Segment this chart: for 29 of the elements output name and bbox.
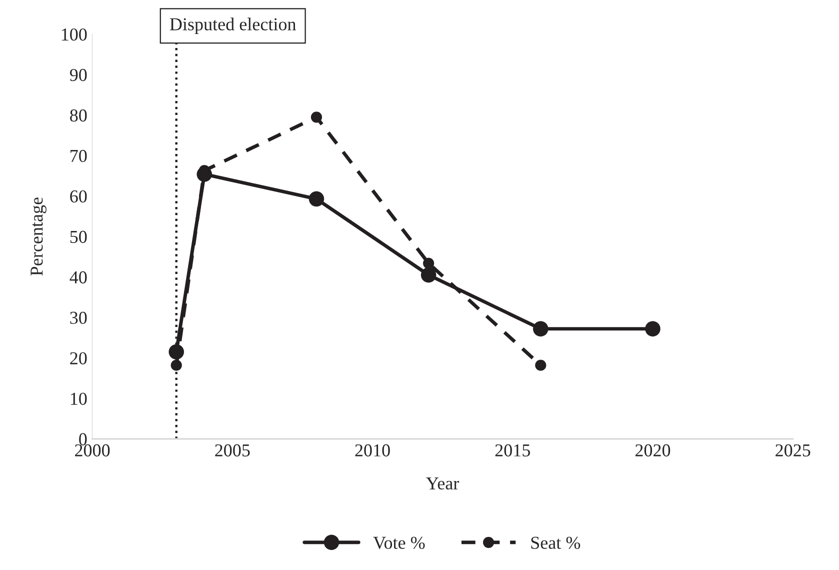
- y-tick-label: 30: [70, 312, 87, 324]
- y-tick-label: 70: [70, 150, 87, 162]
- point: [533, 321, 548, 336]
- y-tick-label: 40: [70, 271, 87, 284]
- legend-label: Vote %: [373, 536, 425, 550]
- point: [645, 321, 660, 336]
- x-tick-label: 2015: [495, 444, 530, 456]
- y-axis-title: Percentage: [30, 198, 46, 276]
- x-tick-label: 2010: [355, 444, 390, 456]
- x-tick-label: 2005: [215, 444, 250, 456]
- x-tick-label: 2000: [75, 444, 110, 456]
- y-tick-label: 20: [70, 352, 87, 364]
- legend-label: Seat %: [531, 536, 580, 549]
- x-axis-title: Year: [426, 478, 460, 490]
- x-tick-label: 2025: [776, 444, 810, 456]
- x-tick-label: 2020: [635, 444, 670, 456]
- ref-line-label: Disputed election: [170, 18, 296, 34]
- y-tick-label: 10: [70, 392, 87, 405]
- y-tick-label: 0: [79, 433, 87, 446]
- y-tick-label: 80: [70, 109, 87, 122]
- y-tick-label: 100: [62, 28, 87, 41]
- point: [420, 267, 436, 283]
- y-tick-label: 90: [70, 68, 87, 82]
- point: [308, 191, 324, 207]
- y-tick-label: 60: [70, 190, 87, 203]
- y-tick-label: 50: [70, 230, 87, 243]
- point: [535, 360, 546, 371]
- point: [423, 258, 434, 269]
- point: [310, 112, 322, 123]
